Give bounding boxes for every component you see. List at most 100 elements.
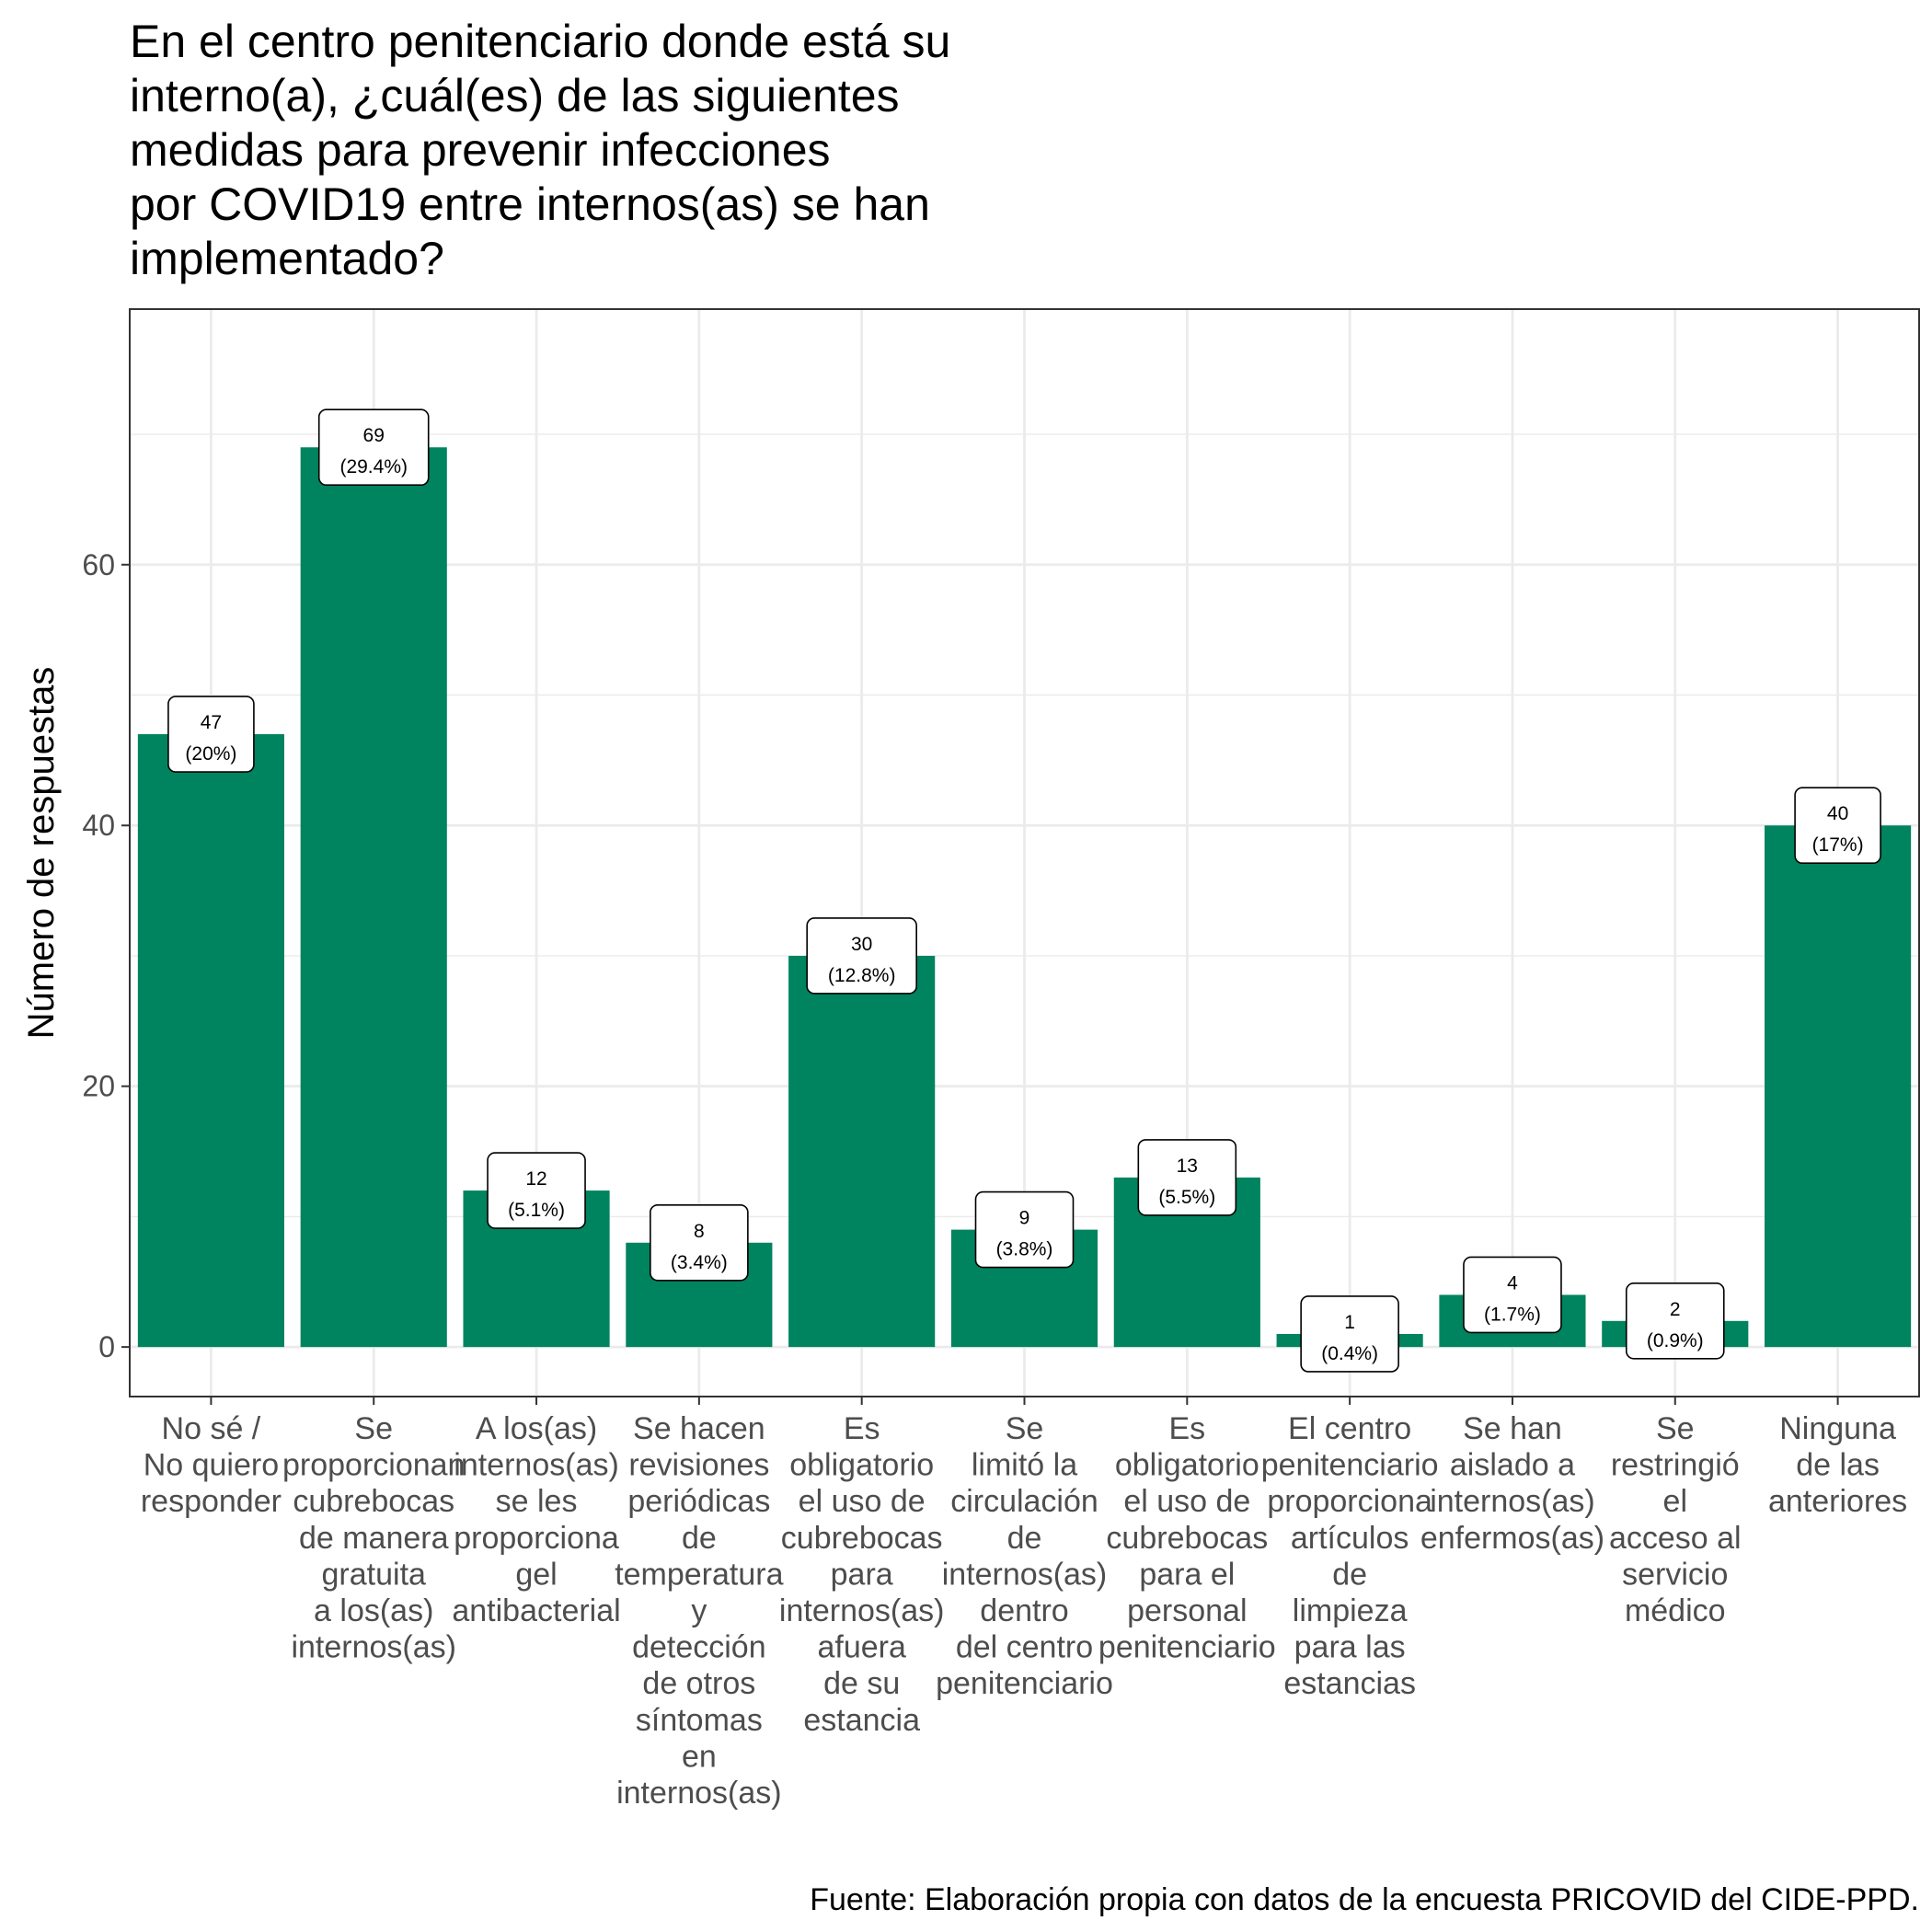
data-label: 9 (3.8%) bbox=[974, 1190, 1075, 1269]
x-tick-label-line: del centro bbox=[956, 1630, 1093, 1665]
x-tick-label-line: de bbox=[1007, 1521, 1042, 1556]
x-tick-label-line: internos(as) bbox=[616, 1776, 782, 1811]
data-label-box bbox=[1625, 1282, 1725, 1360]
x-tick-label: Es obligatorio el uso de cubrebocas para el p… bbox=[1098, 1411, 1276, 1665]
x-tick-label-line: enfermos(as) bbox=[1420, 1521, 1604, 1556]
x-tick-label-line: circulación bbox=[950, 1484, 1098, 1519]
bar bbox=[1765, 825, 1912, 1348]
data-label: 1 (0.4%) bbox=[1300, 1295, 1399, 1373]
x-tick-label-line: Es bbox=[844, 1411, 880, 1446]
x-tick-label-line: de las bbox=[1796, 1448, 1880, 1483]
data-label-percent: (3.8%) bbox=[996, 1239, 1053, 1260]
data-label-count: 13 bbox=[1177, 1156, 1198, 1177]
x-tick-label: Se limitó la circulación de internos(as) dent… bbox=[936, 1411, 1113, 1701]
x-tick-label: Ninguna de las anteriores bbox=[1768, 1411, 1907, 1519]
x-tick-label-line: Se han bbox=[1463, 1411, 1562, 1446]
data-label-box bbox=[1794, 787, 1881, 865]
data-label-count: 30 bbox=[851, 934, 872, 955]
x-tick-label-line: penitenciario bbox=[1098, 1630, 1276, 1665]
x-tick-label-line: responder bbox=[141, 1484, 282, 1519]
x-tick-label-line: y bbox=[691, 1593, 707, 1628]
data-label-count: 2 bbox=[1670, 1299, 1681, 1320]
x-tick-label-line: médico bbox=[1625, 1593, 1726, 1628]
x-tick-label-line: a los(as) bbox=[314, 1593, 433, 1628]
data-label-percent: (1.7%) bbox=[1484, 1304, 1541, 1325]
data-label-box bbox=[1300, 1295, 1399, 1373]
data-label-percent: (5.5%) bbox=[1158, 1187, 1215, 1208]
data-label-percent: (17%) bbox=[1812, 834, 1864, 856]
x-tick-label-line: personal bbox=[1127, 1593, 1247, 1628]
x-tick-label-line: limitó la bbox=[972, 1448, 1077, 1483]
x-tick-label: No sé / No quiero responder bbox=[141, 1411, 282, 1519]
x-tick-label-line: de bbox=[682, 1521, 717, 1556]
y-tick-label: 0 bbox=[98, 1330, 115, 1363]
x-tick-label-line: Se bbox=[354, 1411, 393, 1446]
bar bbox=[788, 955, 936, 1348]
x-tick-label-line: No quiero bbox=[144, 1448, 279, 1483]
x-tick-label-line: Se bbox=[1006, 1411, 1044, 1446]
x-tick-label-line: para las bbox=[1294, 1630, 1406, 1665]
data-label-count: 9 bbox=[1019, 1208, 1030, 1229]
x-tick-label-line: aislado a bbox=[1450, 1448, 1575, 1483]
x-tick-label-line: El centro bbox=[1288, 1411, 1411, 1446]
data-label: 13 (5.5%) bbox=[1137, 1139, 1237, 1216]
data-label-count: 1 bbox=[1344, 1312, 1355, 1333]
x-tick-label-line: cubrebocas bbox=[781, 1521, 943, 1556]
x-tick-label-line: internos(as) bbox=[942, 1557, 1108, 1592]
data-label: 2 (0.9%) bbox=[1625, 1282, 1725, 1360]
data-label-box bbox=[487, 1152, 586, 1229]
x-tick-label-line: Ninguna bbox=[1779, 1411, 1896, 1446]
x-tick-label-line: proporcionan bbox=[282, 1448, 465, 1483]
data-label-box bbox=[1137, 1139, 1237, 1216]
x-tick-label: Se hacen revisiones periódicas de temperatur… bbox=[615, 1411, 783, 1811]
data-label-box bbox=[806, 917, 917, 995]
data-label-count: 8 bbox=[694, 1221, 705, 1242]
x-tick-label-line: para bbox=[831, 1557, 893, 1592]
x-tick-label-line: de su bbox=[823, 1666, 900, 1701]
x-tick-label-line: antibacterial bbox=[452, 1593, 620, 1628]
x-tick-label-line: A los(as) bbox=[476, 1411, 597, 1446]
x-tick-label: Se restringió el acceso al servicio médico bbox=[1609, 1411, 1742, 1628]
bar bbox=[300, 447, 447, 1348]
data-label-count: 47 bbox=[201, 712, 222, 733]
x-tick-label-line: proporciona bbox=[1267, 1484, 1432, 1519]
x-tick-label-line: temperatura bbox=[615, 1557, 783, 1592]
plot-panel: 47(20%)69(29.4%)12(5.1%)8(3.4%)30(12.8%)… bbox=[130, 309, 1919, 1397]
data-label: 47 (20%) bbox=[167, 696, 255, 773]
x-tick-label-line: internos(as) bbox=[291, 1630, 456, 1665]
data-label: 40 (17%) bbox=[1794, 787, 1881, 865]
x-tick-label-line: de otros bbox=[642, 1666, 755, 1701]
y-tick-label: 60 bbox=[82, 548, 115, 581]
x-tick-label-line: estancia bbox=[803, 1703, 920, 1738]
x-tick-label-line: restringió bbox=[1611, 1448, 1740, 1483]
data-label-percent: (0.9%) bbox=[1647, 1330, 1704, 1351]
x-tick-label-line: obligatorio bbox=[789, 1448, 934, 1483]
x-tick-label-line: el bbox=[1663, 1484, 1687, 1519]
x-tick-label: Es obligatorio el uso de cubrebocas para inte… bbox=[779, 1411, 945, 1738]
data-label-box bbox=[1463, 1256, 1562, 1334]
x-tick-label-line: proporciona bbox=[454, 1521, 619, 1556]
data-label: 4 (1.7%) bbox=[1463, 1256, 1562, 1334]
data-label-box bbox=[317, 408, 430, 487]
x-tick-label-line: Se hacen bbox=[633, 1411, 765, 1446]
chart-title: En el centro penitenciario donde está su… bbox=[130, 16, 951, 284]
x-tick-label-line: acceso al bbox=[1609, 1521, 1742, 1556]
x-tick-label-line: servicio bbox=[1622, 1557, 1728, 1592]
x-tick-label-line: No sé / bbox=[162, 1411, 261, 1446]
x-tick-label-line: afuera bbox=[817, 1630, 905, 1665]
data-label: 69 (29.4%) bbox=[317, 408, 430, 487]
x-tick-label: A los(as) internos(as) se les proporciona ge… bbox=[452, 1411, 620, 1628]
x-tick-label-line: Es bbox=[1168, 1411, 1205, 1446]
data-label-percent: (3.4%) bbox=[671, 1252, 728, 1273]
x-tick-label-line: se les bbox=[496, 1484, 578, 1519]
x-tick-label-line: de manera bbox=[299, 1521, 449, 1556]
x-tick-label-line: internos(as) bbox=[779, 1593, 945, 1628]
x-tick-label-line: revisiones bbox=[628, 1448, 769, 1483]
data-label-percent: (29.4%) bbox=[339, 456, 408, 477]
x-tick-label-line: en bbox=[682, 1739, 717, 1774]
x-tick-label: Se han aislado a internos(as) enfermos(as) bbox=[1420, 1411, 1604, 1556]
x-tick-label-line: el uso de bbox=[799, 1484, 926, 1519]
data-label-count: 12 bbox=[525, 1168, 546, 1190]
